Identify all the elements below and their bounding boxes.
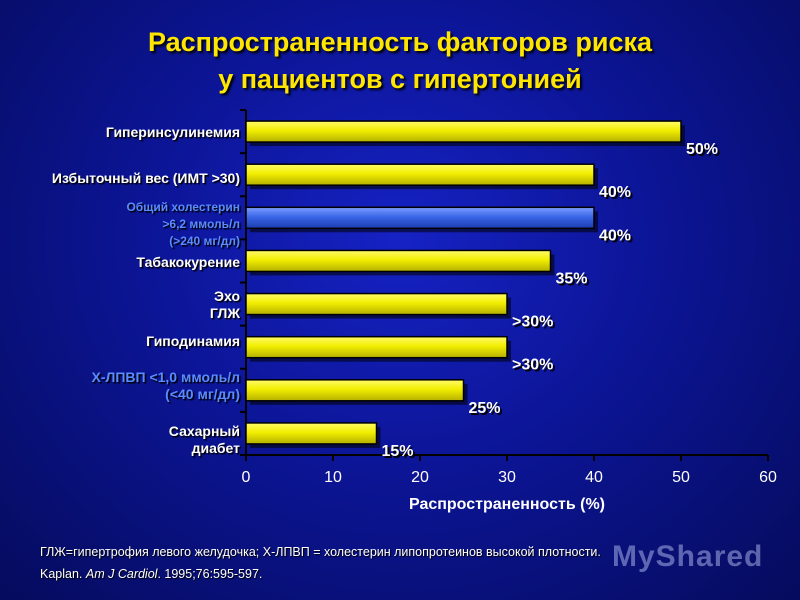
value-label-shadow: 40% (601, 229, 633, 246)
bar (245, 206, 595, 230)
bar (245, 379, 465, 402)
value-label: 15% (382, 443, 414, 460)
category-label-line: Х-ЛПВП <1,0 ммоль/л (91, 369, 241, 385)
citation-author: Kaplan. (40, 567, 83, 581)
slide-title: Распространенность факторов риска у паци… (0, 24, 800, 98)
value-label-shadow: 15% (384, 445, 416, 462)
category-label-line: Табакокурение (136, 253, 240, 270)
category-label: Избыточный вес (ИМТ >30) (52, 170, 240, 187)
value-label: 35% (556, 270, 588, 287)
value-label: 50% (686, 141, 718, 158)
bar (245, 163, 595, 186)
category-label-line: (<40 мг/дл) (165, 386, 240, 402)
value-label-shadow: 50% (688, 143, 720, 160)
value-label-shadow: >30% (514, 359, 555, 376)
footnote: ГЛЖ=гипертрофия левого желудочка; Х-ЛПВП… (40, 541, 601, 585)
bar (245, 422, 378, 445)
watermark-logo: MyShared (612, 540, 764, 573)
footnote-definitions: ГЛЖ=гипертрофия левого желудочка; Х-ЛПВП… (40, 545, 601, 559)
x-tick-label: 50 (672, 469, 690, 486)
category-label-line: Сахарный (168, 423, 240, 439)
category-label-line: >6,2 ммоль/л (162, 216, 240, 231)
value-label: 40% (599, 227, 631, 244)
title-line-2: у пациентов с гипертонией (218, 64, 582, 94)
value-label: 25% (469, 400, 501, 417)
category-label-line: Избыточный вес (ИМТ >30) (51, 169, 240, 186)
category-label: Гиподинамия (146, 333, 240, 350)
category-label: Х-ЛПВП <1,0 ммоль/л (<40 мг/дл) (92, 369, 241, 403)
x-tick-label: 20 (411, 469, 429, 486)
category-label-line: диабет (191, 440, 240, 456)
x-tick-label: 0 (242, 469, 251, 486)
value-label: >30% (512, 357, 553, 374)
category-label: Эхо ГЛЖ (210, 288, 240, 322)
category-label: Гиперинсулинемия (106, 124, 240, 141)
bar (245, 249, 552, 273)
footnote-citation: Kaplan. Am J Cardiol. 1995;76:595-597. (40, 563, 601, 585)
category-label: Сахарный диабет (169, 423, 240, 457)
category-label: Табакокурение (136, 254, 240, 271)
value-label-shadow: 40% (601, 186, 633, 203)
value-label: 40% (599, 184, 631, 201)
value-label-shadow: 35% (558, 272, 590, 289)
x-tick-label: 30 (498, 469, 516, 486)
x-tick-label: 60 (759, 469, 777, 486)
value-label-shadow: >30% (514, 316, 555, 333)
title-line-1: Распространенность факторов риска (147, 27, 653, 57)
category-label-line: ГЛЖ (209, 305, 240, 321)
category-label-line: Эхо (214, 288, 240, 304)
category-label-line: Гиподинамия (146, 332, 240, 349)
category-label-line: Гиперинсулинемия (105, 123, 240, 140)
category-label-line: Общий холестерин (126, 199, 240, 214)
value-label-shadow: 25% (471, 402, 503, 419)
bar (245, 120, 682, 143)
citation-reference: . 1995;76:595-597. (157, 567, 263, 581)
category-label: Общий холестерин >6,2 ммоль/л (>240 мг/дл) (126, 199, 240, 250)
bar (245, 335, 508, 359)
x-tick-label: 40 (585, 469, 603, 486)
category-label-line: (>240 мг/дл) (169, 233, 240, 248)
x-axis-label: Распространенность (%) (408, 496, 605, 513)
bar (245, 292, 508, 316)
citation-journal: Am J Cardiol (85, 567, 158, 581)
x-tick-label: 10 (324, 469, 342, 486)
value-label: >30% (512, 314, 553, 331)
